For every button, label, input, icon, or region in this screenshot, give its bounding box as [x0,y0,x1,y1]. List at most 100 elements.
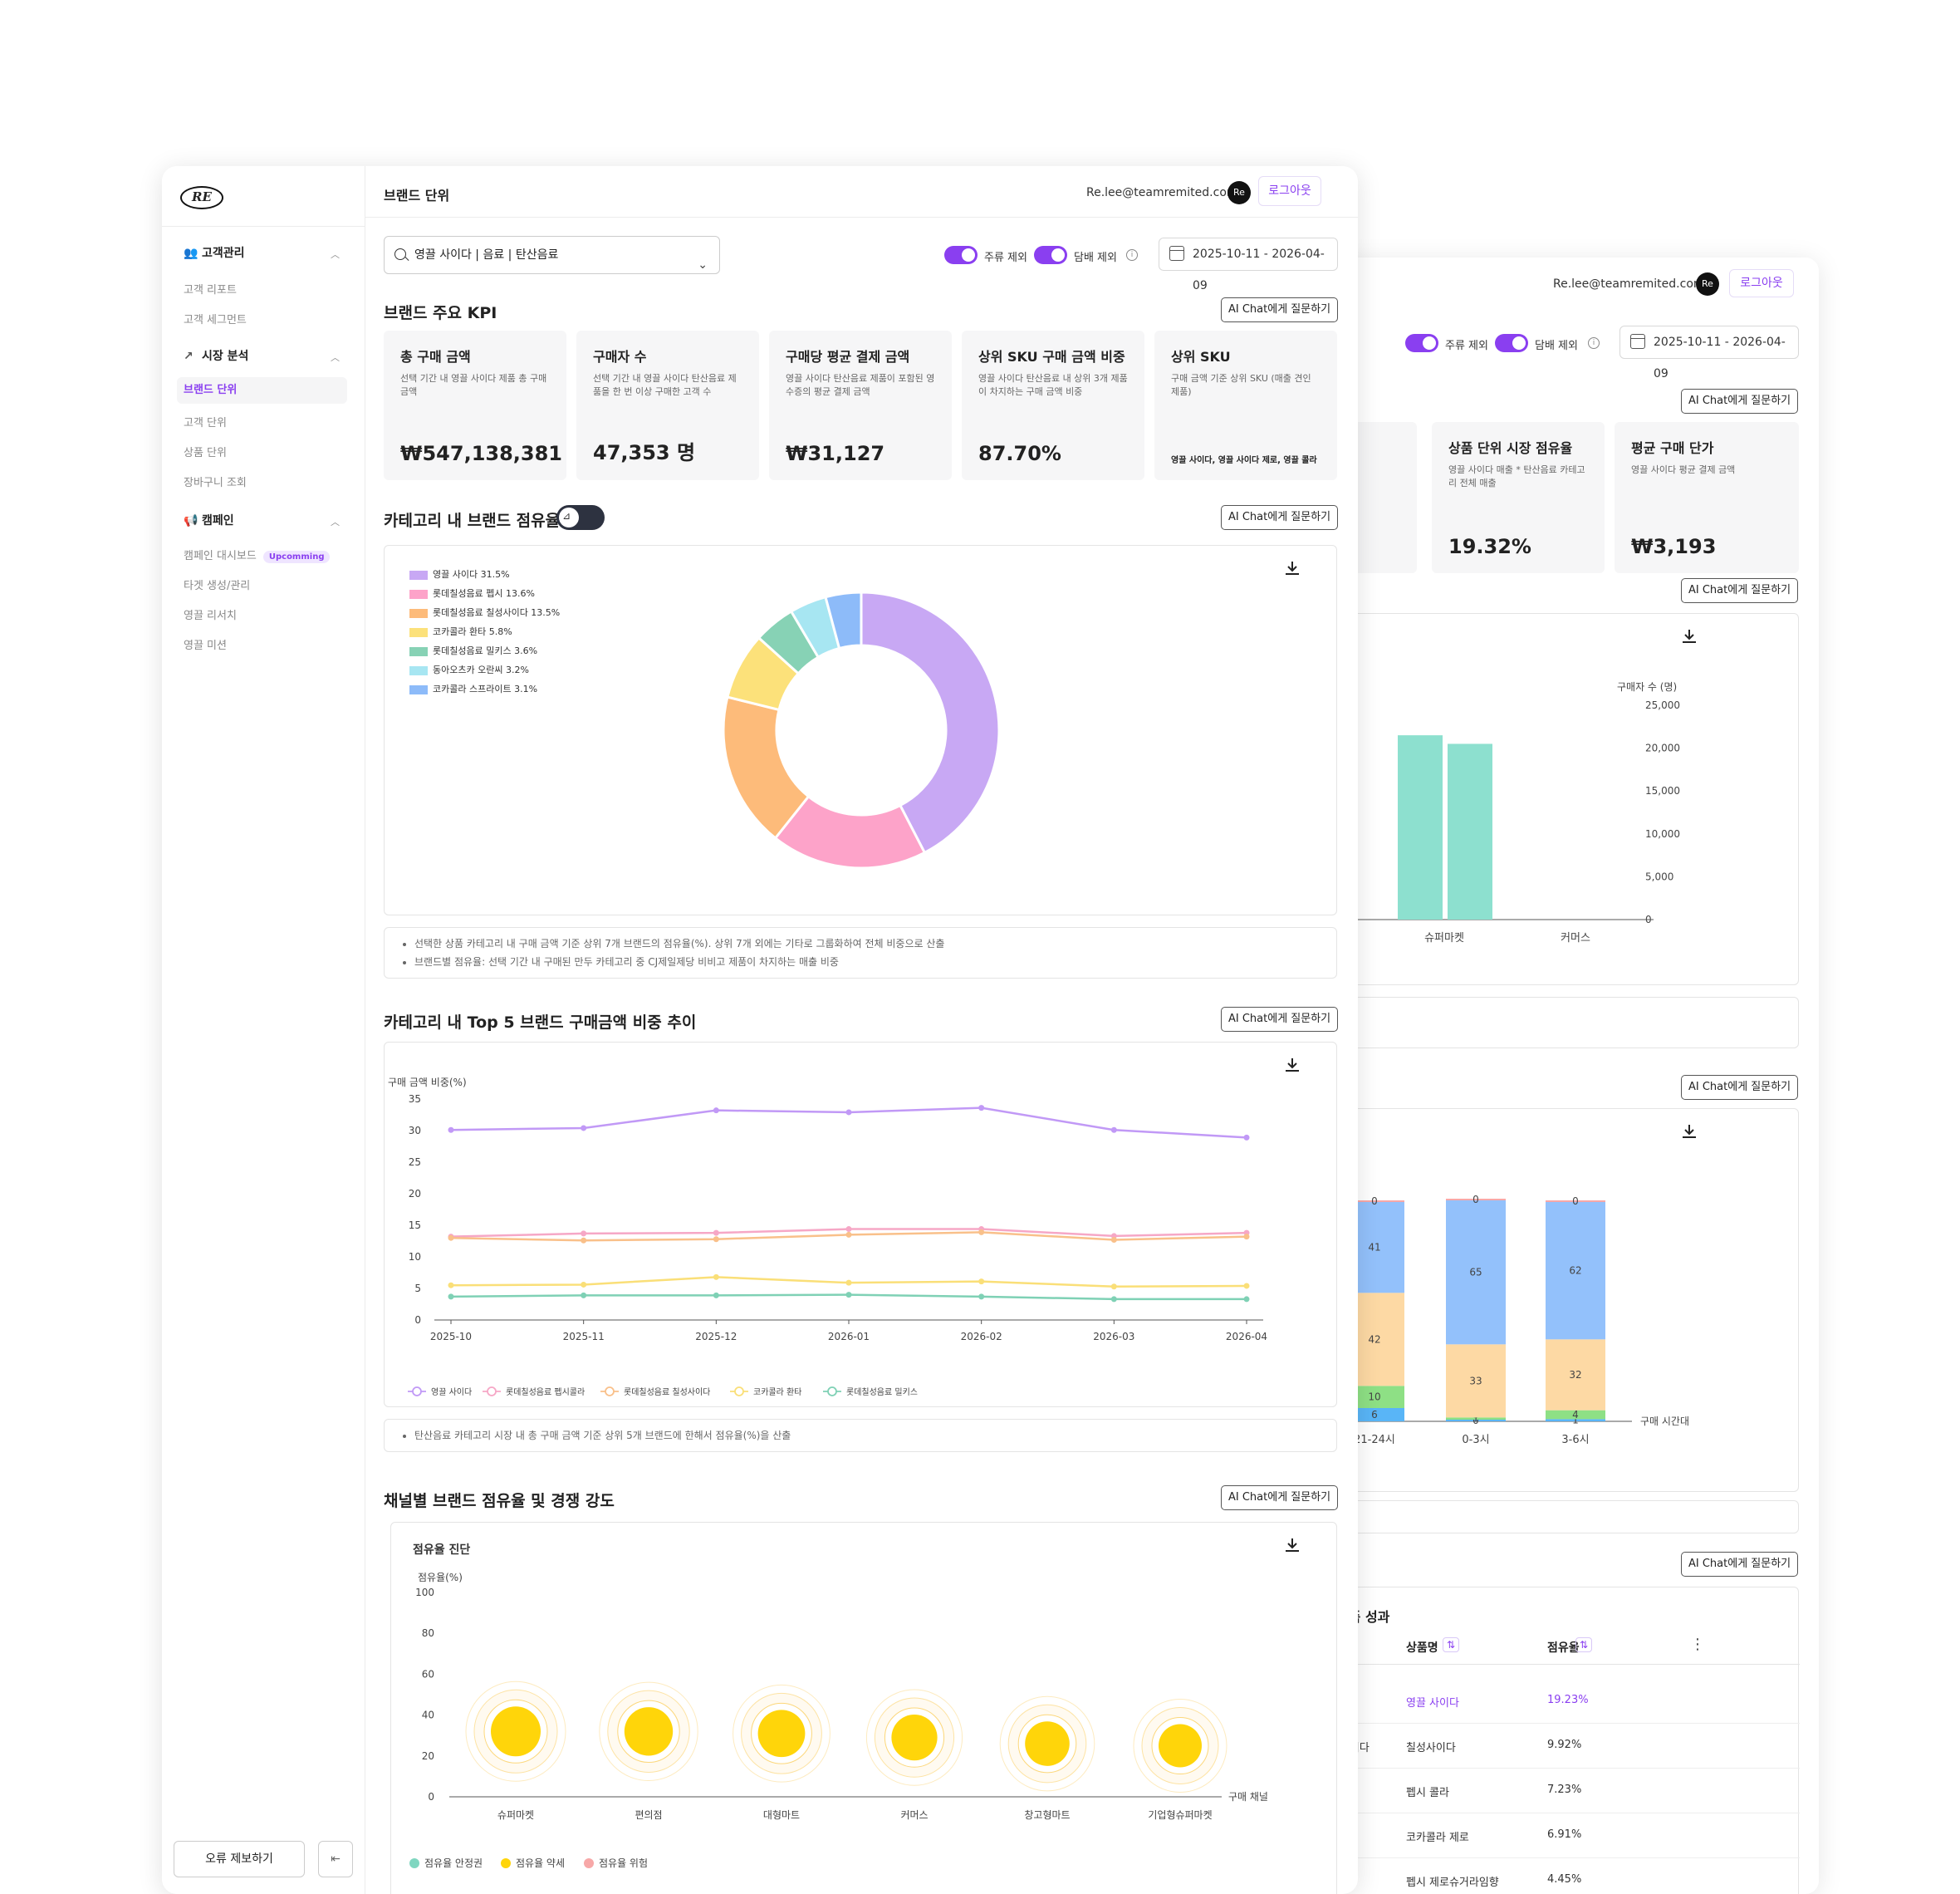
legend-label: 점유율 위험 [599,1857,648,1869]
brand-share-donut [722,591,1001,870]
chevron-up-icon[interactable]: ︿ [331,249,340,260]
sidebar-item-campaign-dashboard[interactable]: 캠페인 대시보드 Upcomming [184,547,331,563]
x-tick-label: 기업형슈퍼마켓 [1148,1809,1212,1821]
data-point [448,1293,454,1300]
ai-chat-button[interactable]: AI Chat에게 질문하기 [1681,1552,1799,1577]
legend-label: 코카콜라 스프라이트 3.1% [433,684,538,694]
chevron-up-icon[interactable]: ︿ [331,517,340,527]
legend-marker [734,1386,744,1396]
table-row[interactable]: 코카콜라 제로 6.91% [1296,1813,1800,1858]
download-icon[interactable] [1283,1056,1301,1074]
sidebar-item-customer-segment[interactable]: 고객 세그먼트 [184,314,247,326]
y-tick-label: 30 [409,1125,421,1136]
kpi-card-total-amount: 총 구매 금액 선택 기간 내 영끌 사이다 제품 총 구매 금액 ₩547,1… [384,331,566,480]
trend-panel: 구매 금액 비중(%) 0 5 10 15 20 25 30 35 2025-10 2025-11 2… [384,1042,1337,1407]
alcohol-exclude-toggle[interactable] [944,246,978,264]
table-row[interactable]: 음료 펩시펩시 콜라7.23% [1296,1769,1800,1813]
col-share[interactable]: 점유율 [1547,1641,1580,1655]
tobacco-exclude-toggle[interactable] [1495,334,1528,352]
sort-icon[interactable]: ⇅ [1443,1637,1460,1652]
bar-value-label: 0 [1472,1194,1479,1205]
alcohol-exclude-toggle[interactable] [1405,334,1438,352]
sort-icon[interactable]: ⇅ [1575,1637,1593,1652]
legend-swatch [409,589,428,599]
legend-item[interactable]: 동아오츠카 오란씨 3.2% [409,663,529,676]
download-icon[interactable] [1283,1536,1301,1554]
bar-segment [1345,1408,1404,1421]
ai-chat-button[interactable]: AI Chat에게 질문하기 [1681,1075,1799,1100]
legend-item[interactable]: 롯데칠성음료 칠성사이다 13.5% [409,606,560,619]
date-range-picker[interactable]: 2025-10-11 - 2026-04-09 [1159,238,1338,292]
download-icon[interactable] [1283,559,1301,577]
logo[interactable]: RE [180,186,223,209]
chevron-up-icon[interactable]: ︿ [331,352,340,363]
table-row[interactable]: 음료 칠성사이다칠성사이다9.92% [1296,1724,1800,1769]
table-row[interactable]: 영끌 사이다 19.23% [1296,1679,1800,1724]
sidebar-item-basket[interactable]: 장바구니 조회 [184,477,247,489]
kpi-value: 19.32% [1448,535,1531,558]
ai-chat-button[interactable]: AI Chat에게 질문하기 [1681,578,1799,603]
more-options-icon[interactable]: ⋮ [1690,1636,1705,1653]
bubble [1159,1724,1202,1768]
logout-button[interactable]: 로그아웃 [1258,176,1321,206]
sidebar-item-product-unit[interactable]: 상품 단위 [184,447,227,459]
legend-item[interactable]: 롯데칠성음료 펩시 13.6% [409,586,535,600]
calendar-icon [1630,334,1645,349]
collapse-sidebar-icon[interactable]: ⇤ [318,1841,353,1877]
sidebar-item-research[interactable]: 영끌 리서치 [184,610,237,622]
bar-value-label: 1 [1572,1415,1579,1426]
kpi-value: 87.70% [978,442,1061,465]
data-point [845,1279,852,1286]
data-point [1243,1296,1250,1303]
cell-product: 펩시 제로슈거라임향 [1406,1877,1499,1889]
bar-segment [1446,1200,1506,1345]
sidebar-group-customer[interactable]: 👥 고객관리 [184,247,245,260]
sidebar-group-campaign[interactable]: 📢 캠페인 [184,514,234,527]
buyers-bar-chart: 구매자 수 (명)05,00010,00015,00020,00025,000고… [1296,681,1680,945]
download-icon[interactable] [1680,627,1698,645]
ai-chat-button[interactable]: AI Chat에게 질문하기 [1221,1007,1339,1032]
legend-item[interactable]: 코카콜라 스프라이트 3.1% [409,682,537,695]
download-icon[interactable] [1680,1122,1698,1141]
date-range-picker[interactable]: 2025-10-11 - 2026-04-09 [1619,326,1799,380]
sidebar-item-customer-report[interactable]: 고객 리포트 [184,284,237,297]
sidebar-item-customer-unit[interactable]: 고객 단위 [184,417,227,429]
date-range-text: 2025-10-11 - 2026-04-09 [1654,336,1786,380]
bar-segment [1546,1339,1605,1411]
legend-item[interactable]: 코카콜라 환타 5.8% [409,625,512,638]
kpi-title: 평균 구매 단가 [1631,440,1714,456]
sidebar-item-brand[interactable]: 브랜드 단위 [177,377,347,404]
chart-mode-toggle[interactable]: ⊿ [556,505,605,530]
sidebar-item-target[interactable]: 타겟 생성/관리 [184,580,251,592]
y-tick-label: 5,000 [1645,871,1673,882]
ai-chat-button[interactable]: AI Chat에게 질문하기 [1221,505,1339,530]
ai-chat-button[interactable]: AI Chat에게 질문하기 [1681,389,1799,414]
info-icon[interactable]: i [1588,337,1600,349]
ai-chat-button[interactable]: AI Chat에게 질문하기 [1221,1485,1339,1510]
tobacco-exclude-toggle[interactable] [1034,246,1067,264]
bar-segment [1546,1410,1605,1420]
x-tick-label: 0-3시 [1462,1434,1489,1446]
legend-swatch [409,646,428,656]
sidebar-item-mission[interactable]: 영끌 미션 [184,640,227,652]
legend-item[interactable]: 롯데칠성음료 밀키스 3.6% [409,644,537,657]
report-error-button[interactable]: 오류 제보하기 [174,1841,305,1877]
info-icon[interactable]: i [1126,249,1138,261]
chevron-down-icon: ⌄ [698,258,708,272]
avatar[interactable]: Re [1227,181,1251,204]
bar-value-label: 0 [1472,1415,1479,1426]
data-point [845,1292,852,1298]
avatar[interactable]: Re [1696,272,1719,296]
sidebar-group-market[interactable]: ↗ 시장 분석 [184,350,249,363]
search-value: 영끌 사이다 | 음료 | 탄산음료 [414,248,559,262]
category-search-select[interactable]: 영끌 사이다 | 음료 | 탄산음료 ⌄ [384,236,720,274]
bar-segment [1446,1417,1506,1420]
legend-item[interactable]: 영끌 사이다 31.5% [409,567,510,581]
data-point [581,1281,587,1288]
ai-chat-button[interactable]: AI Chat에게 질문하기 [1221,297,1339,322]
logout-button[interactable]: 로그아웃 [1729,269,1794,297]
col-product-name[interactable]: 상품명 [1406,1641,1438,1655]
y-tick-label: 25 [409,1156,421,1168]
